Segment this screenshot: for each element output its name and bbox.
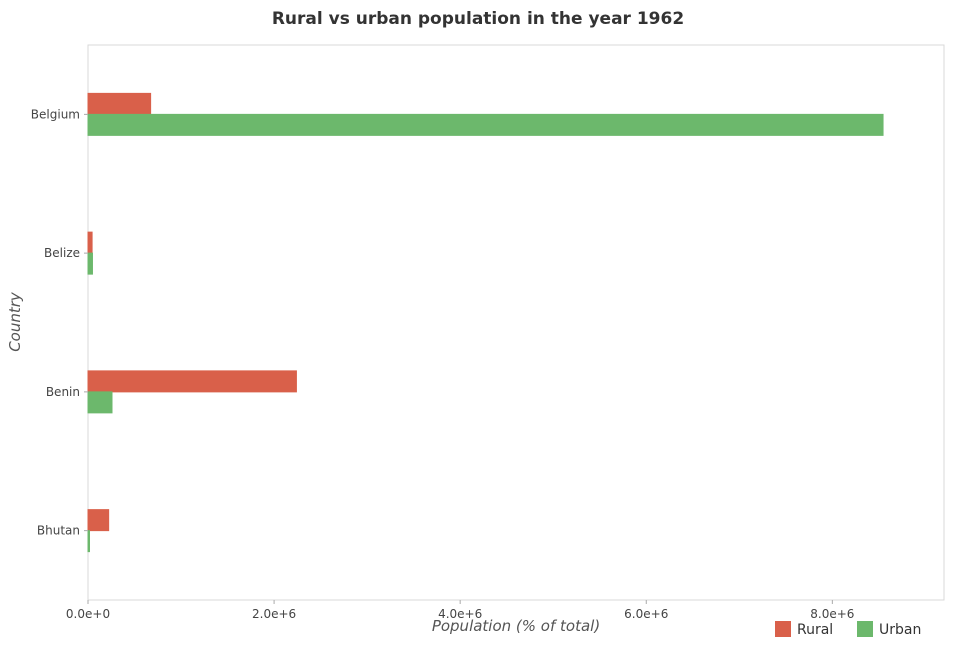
bar-rural-bhutan (87, 509, 110, 532)
chart-title: Rural vs urban population in the year 19… (272, 9, 684, 29)
bar-urban-benin (87, 391, 113, 414)
y-tick-label-benin: Benin (46, 385, 80, 399)
x-tick-label: 8.0e+6 (810, 607, 854, 621)
x-tick-label: 0.0e+0 (66, 607, 110, 621)
bar-rural-belgium (87, 92, 152, 115)
legend: Rural Urban (775, 621, 921, 638)
y-tick-label-belgium: Belgium (31, 107, 80, 121)
y-tick-label-bhutan: Bhutan (37, 524, 80, 538)
bars (87, 92, 884, 553)
y-tick-label-belize: Belize (44, 246, 80, 260)
x-tick-label: 2.0e+6 (252, 607, 296, 621)
bar-rural-benin (87, 370, 297, 393)
bar-urban-belize (87, 252, 93, 275)
x-axis: 0.0e+0 2.0e+6 4.0e+6 6.0e+6 8.0e+6 (66, 600, 854, 621)
legend-label-urban: Urban (879, 622, 921, 638)
bar-rural-belize (87, 231, 93, 254)
bar-urban-bhutan (87, 530, 90, 553)
x-axis-label: Population (% of total) (432, 617, 600, 635)
legend-swatch-urban (857, 621, 873, 637)
x-tick-label: 6.0e+6 (624, 607, 668, 621)
legend-label-rural: Rural (797, 622, 833, 638)
plot-frame (87, 44, 945, 601)
x-tick-label: 4.0e+6 (438, 607, 482, 621)
legend-swatch-rural (775, 621, 791, 637)
y-axis: Belgium Belize Benin Bhutan (31, 107, 88, 538)
bar-urban-belgium (87, 113, 884, 136)
y-axis-label: Country (6, 291, 24, 352)
